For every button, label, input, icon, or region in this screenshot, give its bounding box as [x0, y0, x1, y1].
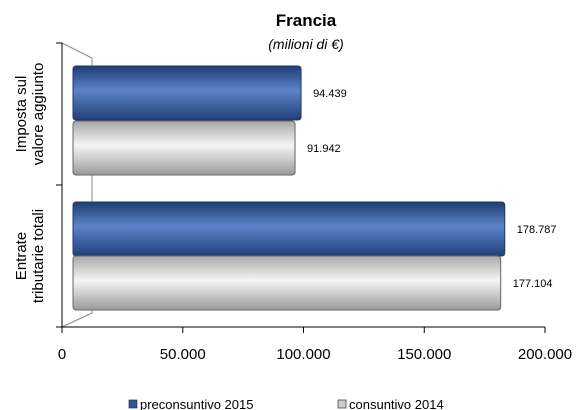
data-label: 91.942 — [307, 143, 341, 155]
category-label-line: Entrate — [13, 232, 30, 280]
legend-label: consuntivo 2014 — [349, 397, 444, 410]
x-tick-label: 100.000 — [276, 346, 330, 363]
chart-subtitle: (milioni di €) — [268, 36, 343, 52]
category-label-line: Imposta sul — [13, 76, 30, 153]
bar — [72, 65, 302, 121]
category-label-line: tributarie totali — [30, 209, 47, 303]
x-tick-label: 200.000 — [518, 346, 572, 363]
legend-swatch — [337, 399, 347, 409]
legend-swatch — [128, 399, 138, 409]
x-tick-label: 0 — [58, 346, 66, 363]
category-label: Entratetributarie totali — [13, 209, 47, 303]
x-tick-label: 50.000 — [160, 346, 206, 363]
bar — [72, 255, 502, 311]
legend-label: preconsuntivo 2015 — [140, 397, 253, 410]
category-label-line: valore aggiunto — [30, 63, 47, 166]
x-tick-label: 150.000 — [397, 346, 451, 363]
category-label: Imposta sulvalore aggiunto — [13, 63, 47, 166]
chart-title: Francia — [276, 11, 337, 30]
data-label: 178.787 — [517, 224, 557, 236]
data-label: 94.439 — [313, 88, 347, 100]
data-label: 177.104 — [513, 278, 553, 290]
bar — [72, 120, 296, 176]
bar — [72, 201, 506, 257]
